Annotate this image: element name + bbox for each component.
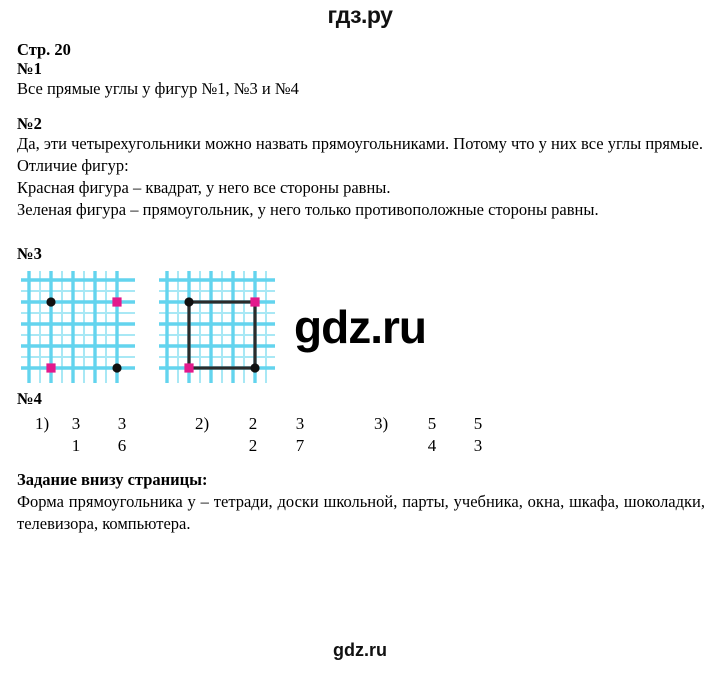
group-1-bottom-b: 6 (117, 436, 127, 455)
group-2-label: 2) (195, 414, 210, 433)
group-3-bottom-a: 4 (427, 436, 437, 455)
bottom-task-heading: Задание внизу страницы: (17, 470, 208, 489)
page-label: Стр. 20 (17, 40, 71, 59)
bottom-task-text: Форма прямоугольника у – тетради, доски … (17, 492, 705, 533)
group-3-bottom-b: 3 (473, 436, 483, 455)
group-1-top-a: 3 (71, 414, 81, 433)
group-2-top-a: 2 (248, 414, 258, 433)
marker-dot-black-bottom-right (112, 363, 122, 373)
page-content: Стр. 20 №1 Все прямые углы у фигур №1, №… (17, 40, 705, 535)
grid-thin-lines (21, 271, 135, 383)
drawn-square (187, 300, 257, 370)
grid-thin-lines (159, 271, 275, 383)
section-heading-1: №1 (17, 59, 42, 78)
section-4-columns: 1) 3 3 1 6 2) 2 3 2 7 3) 5 5 4 3 (17, 412, 705, 460)
group-2-bottom-a: 2 (248, 436, 258, 455)
watermark-bottom-logo: gdz.ru (333, 640, 387, 660)
group-1-bottom-a: 1 (71, 436, 81, 455)
watermark-top-logo: гдз.ру (327, 2, 393, 28)
section-heading-3: №3 (17, 244, 42, 263)
marker-dot-black-bottom-right (250, 363, 260, 373)
marker-dot-pink-top-right (250, 297, 260, 307)
group-2-bottom-b: 7 (295, 436, 305, 455)
section-2-paragraph-2: Отличие фигур: (17, 156, 129, 175)
section-1-answer: Все прямые углы у фигур №1, №3 и №4 (17, 79, 299, 98)
group-3-top-a: 5 (427, 414, 437, 433)
group-1-label: 1) (35, 414, 50, 433)
group-3-top-b: 5 (473, 414, 483, 433)
marker-dot-black-top-left (46, 297, 56, 307)
section-2-paragraph-1: Да, эти четырехугольники можно назвать п… (17, 134, 703, 153)
marker-dot-pink-top-right (112, 297, 122, 307)
group-1-top-b: 3 (117, 414, 127, 433)
square-grid-svg (159, 271, 275, 383)
dots-grid (19, 269, 139, 390)
marker-dot-pink-bottom-left (184, 363, 194, 373)
section-heading-4: №4 (17, 389, 42, 408)
dots-grid-svg (21, 271, 135, 383)
square-grid (157, 269, 277, 390)
group-3-label: 3) (374, 414, 389, 433)
section-heading-2: №2 (17, 114, 42, 133)
group-2-top-b: 3 (295, 414, 305, 433)
section-3-figures (17, 269, 705, 389)
section-2-paragraph-4: Зеленая фигура – прямоугольник, у него т… (17, 200, 599, 219)
marker-dot-black-top-left (184, 297, 194, 307)
marker-dot-pink-bottom-left (46, 363, 56, 373)
section-2-paragraph-3: Красная фигура – квадрат, у него все сто… (17, 178, 391, 197)
